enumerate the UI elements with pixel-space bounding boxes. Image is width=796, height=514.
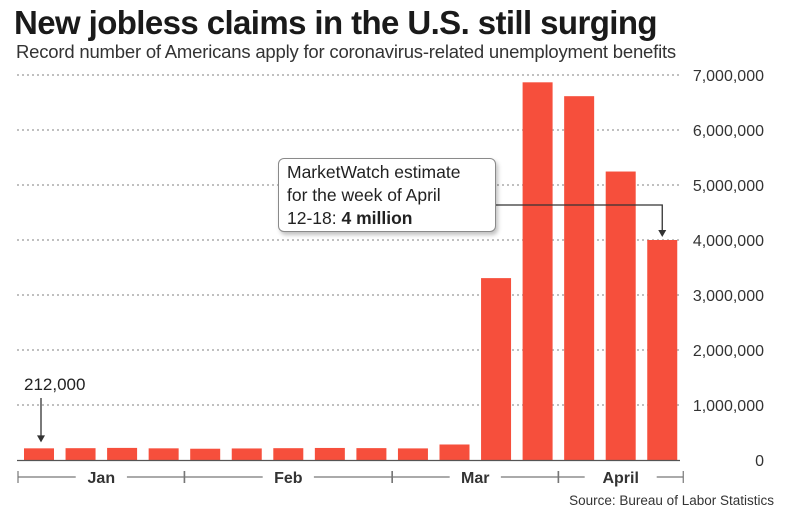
bar: [564, 96, 595, 461]
y-tick-label: 6,000,000: [693, 123, 764, 140]
bar: [439, 444, 470, 460]
y-tick-label: 4,000,000: [693, 233, 764, 250]
y-tick-label: 7,000,000: [693, 68, 764, 85]
y-tick-label: 3,000,000: [693, 288, 764, 305]
bar: [273, 448, 304, 460]
callout-line-3: 12-18: 4 million: [287, 207, 495, 230]
x-month-label: Feb: [274, 470, 303, 487]
callout-estimate-value: 4 million: [341, 208, 413, 228]
bar: [24, 448, 54, 460]
bar: [190, 448, 221, 460]
bar: [356, 448, 387, 460]
chart-title: New jobless claims in the U.S. still sur…: [14, 4, 658, 41]
bar: [647, 240, 678, 460]
source-note: Source: Bureau of Labor Statistics: [569, 493, 774, 508]
annotation-arrowhead: [37, 435, 45, 443]
callout-arrowhead: [658, 230, 667, 237]
bar: [65, 448, 96, 460]
bar: [522, 82, 553, 460]
estimate-callout: MarketWatch estimate for the week of Apr…: [278, 158, 496, 232]
bar: [314, 447, 345, 460]
callout-line-2: for the week of April: [287, 185, 441, 205]
chart-subtitle: Record number of Americans apply for cor…: [16, 41, 676, 62]
x-month-label: April: [602, 470, 638, 487]
bar: [107, 447, 138, 460]
callout-prefix: 12-18:: [287, 208, 342, 228]
callout-line-1: MarketWatch estimate: [287, 162, 461, 182]
callout-connector: [496, 204, 663, 231]
bar: [605, 171, 636, 460]
y-tick-label: 0: [755, 453, 764, 470]
bar: [231, 448, 262, 460]
x-month-label: Mar: [461, 470, 489, 487]
y-tick-label: 5,000,000: [693, 178, 764, 195]
bar: [481, 278, 512, 460]
y-tick-label: 2,000,000: [693, 343, 764, 360]
bar: [397, 448, 428, 460]
bar: [148, 448, 179, 460]
x-month-label: Jan: [88, 470, 116, 487]
y-tick-label: 1,000,000: [693, 398, 764, 415]
annotation-label: 212,000: [24, 375, 85, 394]
